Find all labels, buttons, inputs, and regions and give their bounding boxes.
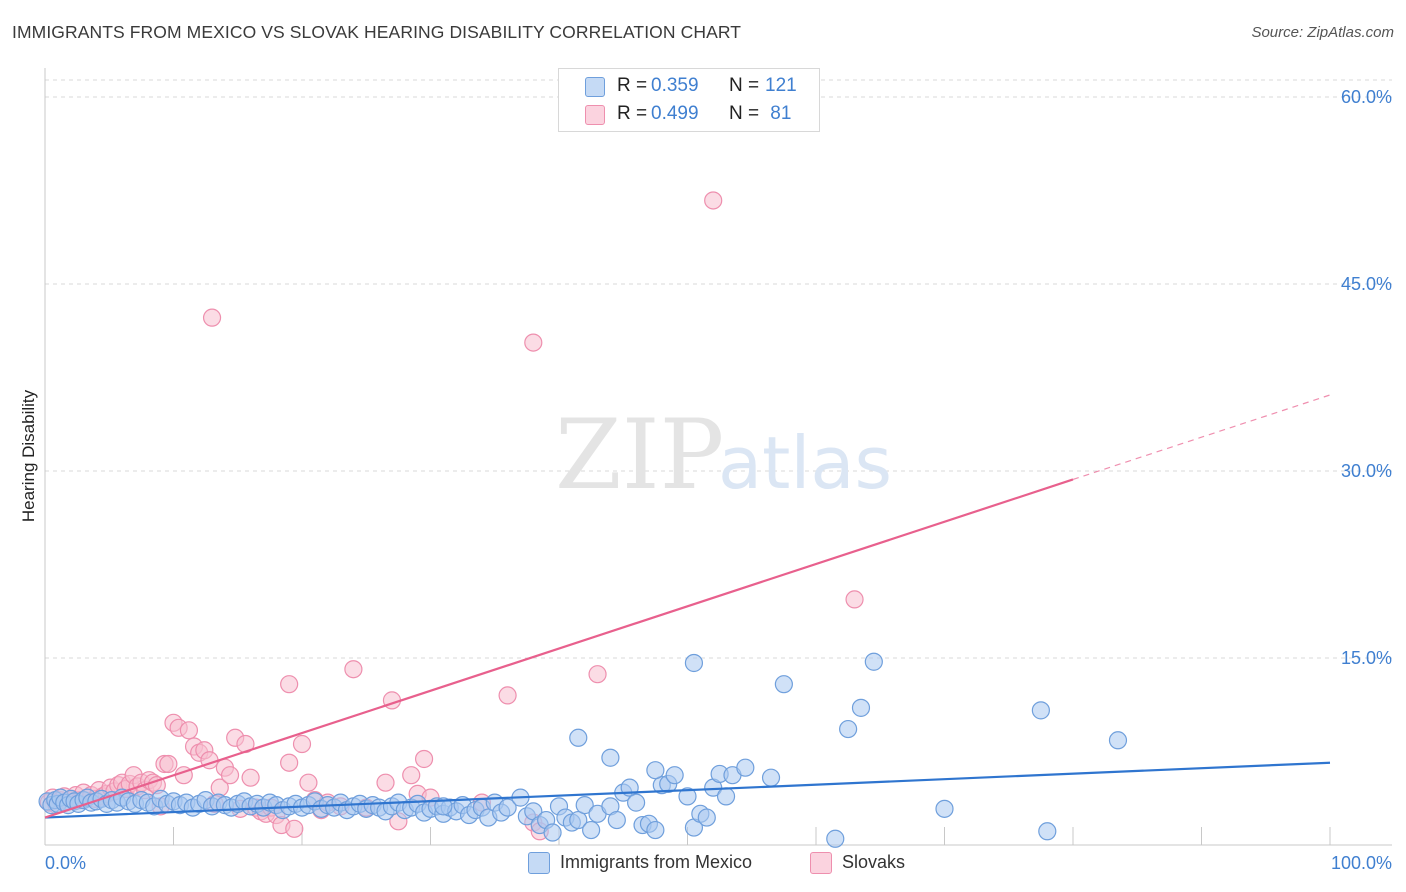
legend-n-label: N = xyxy=(729,75,760,96)
legend-r-label: R = xyxy=(617,103,648,124)
mexico-point xyxy=(1031,701,1050,720)
slovak-point xyxy=(402,766,421,785)
bottom-legend-swatch-pink xyxy=(810,852,832,875)
slovak-point xyxy=(414,749,434,769)
watermark-zip: ZIP xyxy=(555,399,724,511)
slovak-trend-extension xyxy=(1072,394,1331,481)
mexico-point xyxy=(626,793,646,812)
slovak-point xyxy=(498,686,517,705)
slovak-point xyxy=(241,768,260,787)
mexico-point xyxy=(761,768,781,787)
mexico-point xyxy=(774,675,793,694)
mexico-point xyxy=(498,798,517,817)
mexico-point xyxy=(569,728,588,747)
mexico-point xyxy=(826,829,845,848)
slovak-point xyxy=(376,773,395,792)
axes xyxy=(44,68,1392,846)
correlation-legend: R = 0.359 N = 121 R = 0.499 N = 81 xyxy=(558,68,820,132)
y-tick-label: 30.0% xyxy=(1341,461,1392,481)
legend-n-value: 121 xyxy=(765,75,797,96)
legend-n-label: N = xyxy=(729,103,760,124)
mexico-point xyxy=(1108,731,1128,750)
slovak-point xyxy=(292,734,312,754)
trend-lines xyxy=(44,394,1331,819)
mexico-point xyxy=(582,820,601,840)
bottom-legend-swatch-blue xyxy=(528,852,550,875)
mexico-point xyxy=(569,810,588,830)
mexico-point xyxy=(697,808,716,827)
slovak-point xyxy=(588,665,607,684)
slovak-point xyxy=(202,308,222,327)
slovak-point xyxy=(159,754,178,774)
legend-r-value: 0.359 xyxy=(651,75,699,96)
legend-swatch-pink xyxy=(585,105,605,125)
slovak-trend-line xyxy=(44,478,1074,819)
mexico-point xyxy=(716,787,736,806)
mexico-point xyxy=(851,698,871,717)
mexico-point xyxy=(665,766,684,785)
y-tick-label: 60.0% xyxy=(1341,87,1392,107)
slovak-point xyxy=(524,333,543,352)
tick-labels: 15.0% 30.0% 45.0% 60.0% 0.0% 100.0% xyxy=(45,87,1392,873)
mexico-point xyxy=(864,652,883,671)
y-axis-label: Hearing Disability xyxy=(19,389,38,522)
legend-r-value: 0.499 xyxy=(651,103,699,124)
y-tick-label: 15.0% xyxy=(1341,648,1392,668)
legend-n-value: 81 xyxy=(765,103,792,124)
slovak-point xyxy=(280,675,299,694)
mexico-point xyxy=(1038,822,1057,841)
slovak-point xyxy=(285,819,304,838)
mexico-point xyxy=(935,799,954,818)
mexico-point xyxy=(646,820,665,840)
mexico-point xyxy=(434,797,453,816)
slovak-point xyxy=(280,753,299,772)
mexico-point xyxy=(543,823,562,842)
x-tick-label: 100.0% xyxy=(1331,853,1392,873)
legend-r-label: R = xyxy=(617,75,648,96)
legend-swatch-blue xyxy=(585,77,605,97)
bottom-legend-mexico: Immigrants from Mexico xyxy=(528,852,753,875)
mexico-point xyxy=(601,748,620,767)
legend-row-slovaks: R = 0.499 N = 81 xyxy=(559,101,819,129)
legend-row-mexico: R = 0.359 N = 121 xyxy=(559,73,819,101)
slovak-point xyxy=(299,773,318,792)
bottom-legend-label: Immigrants from Mexico xyxy=(560,852,753,872)
series-slovaks-points xyxy=(39,191,864,841)
slovak-point xyxy=(179,721,199,740)
slovak-point xyxy=(704,191,723,210)
y-tick-label: 45.0% xyxy=(1341,274,1392,294)
mexico-point xyxy=(678,787,697,806)
slovak-point xyxy=(845,590,864,609)
chart-title: IMMIGRANTS FROM MEXICO VS SLOVAK HEARING… xyxy=(12,22,742,42)
source-credit: Source: ZipAtlas.com xyxy=(1251,24,1394,41)
bottom-legend-label: Slovaks xyxy=(842,852,906,872)
gridlines xyxy=(45,79,1392,659)
bottom-legend-slovaks: Slovaks xyxy=(810,852,906,875)
mexico-point xyxy=(839,719,858,739)
mexico-trend-line xyxy=(44,761,1331,819)
watermark: ZIP atlas xyxy=(555,399,892,511)
mexico-point xyxy=(607,810,626,830)
mexico-point xyxy=(736,758,755,777)
mexico-point xyxy=(575,796,594,815)
mexico-point xyxy=(684,653,704,673)
x-tick-label: 0.0% xyxy=(45,853,86,873)
watermark-atlas: atlas xyxy=(718,421,892,505)
mexico-point xyxy=(646,761,665,780)
slovak-point xyxy=(344,660,363,679)
slovak-point xyxy=(220,766,240,785)
